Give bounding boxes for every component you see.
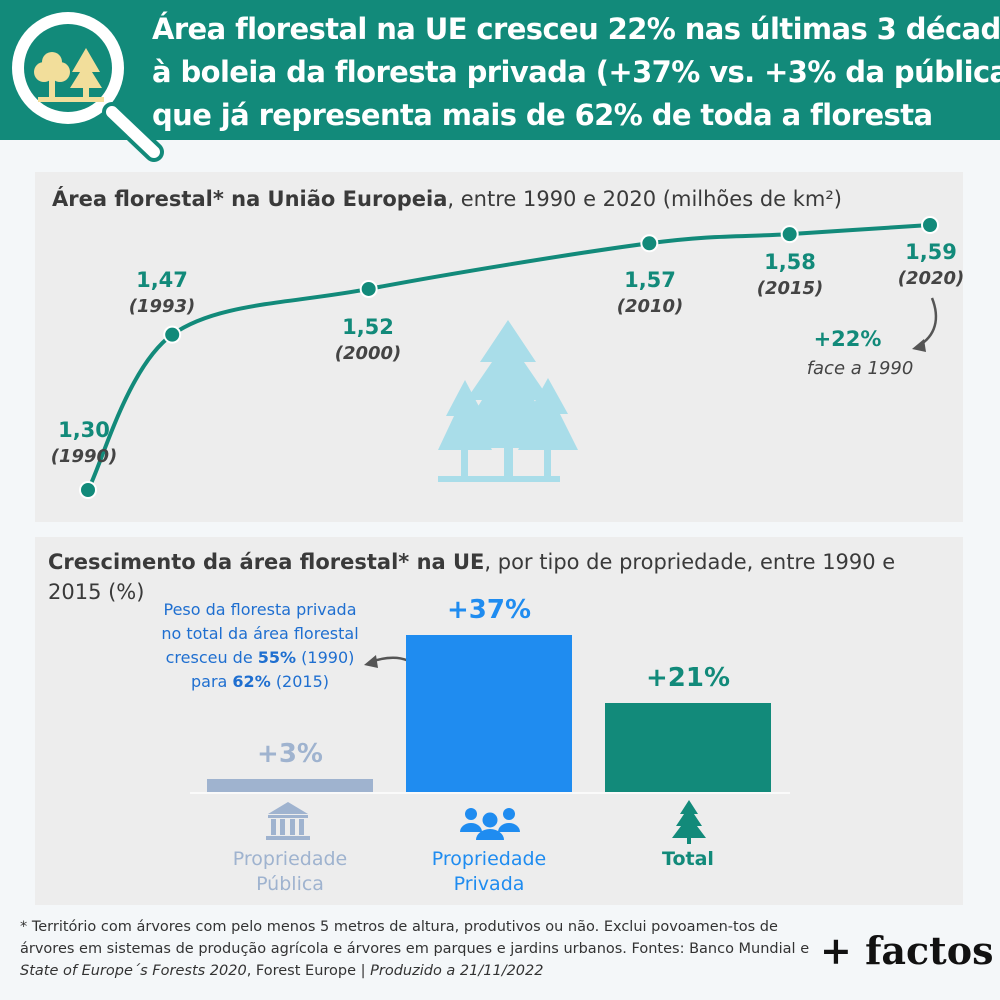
bar-chart-title-rest: , por tipo de propriedade, entre 1990 e … [48, 550, 896, 604]
line-year-label-1990: (1990) [50, 446, 118, 467]
footer-produced: Produzido a 21/11/2022 [370, 963, 544, 979]
line-chart-title: Área florestal* na União Europeia, entre… [52, 184, 932, 214]
bar-value-label-3: +21% [645, 662, 731, 693]
line-point-2020 [921, 216, 939, 234]
line-point-2000 [359, 279, 378, 298]
note-value-1: 55% [257, 648, 297, 667]
line-chart-title-rest: , entre 1990 e 2020 (milhões de km²) [447, 187, 842, 211]
category-label-line2: Pública [256, 873, 324, 895]
line-year-label-2015: (2015) [756, 278, 824, 299]
category-label-line1: Total [662, 848, 714, 870]
category-label-line1: Propriedade [232, 848, 348, 870]
headline-line-3: que já representa mais de 62% de toda a … [152, 98, 933, 132]
bar-value-label-1: +3% [257, 739, 323, 770]
line-point-2010 [640, 234, 659, 253]
people-icon [460, 808, 520, 840]
note-text-2: (1990) para [190, 648, 355, 691]
private-share-note: Peso da floresta privada no total da áre… [160, 598, 360, 694]
note-text-1: Peso da floresta privada no total da áre… [161, 600, 359, 667]
headline: Área florestal na UE cresceu 22% nas últ… [152, 8, 1000, 137]
line-value-label-2020: 1,59 [905, 240, 957, 264]
category-label-line1: Propriedade [431, 848, 547, 870]
line-point-2015 [780, 225, 799, 244]
note-arrowhead [364, 655, 378, 668]
bar-3 [605, 702, 771, 792]
building-icon [266, 802, 310, 840]
line-point-1990 [79, 481, 97, 499]
trees-illustration [438, 320, 578, 482]
footer-text-2: , Forest Europe | [246, 963, 366, 979]
category-label-line2: Privada [453, 873, 525, 895]
note-value-2: 62% [232, 672, 271, 691]
footer-source-italic: State of Europe´s Forests 2020 [20, 963, 247, 979]
bar-2 [406, 635, 572, 792]
line-value-label-2015: 1,58 [764, 250, 816, 274]
bar-value-label-2: +37% [446, 595, 532, 625]
footer-text-1: * Território com árvores com pelo menos … [20, 919, 810, 957]
bar-1 [207, 779, 373, 792]
line-year-label-2010: (2010) [616, 296, 684, 317]
category-label-2: Propriedade Privada [399, 847, 579, 897]
line-value-label-2000: 1,52 [342, 315, 394, 339]
footer-note: * Território com árvores com pelo menos … [20, 916, 820, 982]
growth-annotation-text: face a 1990 [806, 358, 914, 379]
pine-tree-icon [672, 800, 706, 844]
bar-chart-title: Crescimento da área florestal* na UE, po… [48, 547, 948, 607]
line-year-label-2020: (2020) [897, 268, 965, 289]
line-point-1993 [163, 325, 182, 344]
brand-logo: + factos [820, 928, 994, 973]
header-banner [0, 0, 1000, 140]
category-label-1: Propriedade Pública [200, 847, 380, 897]
headline-line-2: à boleia da floresta privada (+37% vs. +… [152, 55, 1000, 89]
line-year-label-2000: (2000) [334, 343, 402, 364]
bar-chart-title-bold: Crescimento da área florestal* na UE [48, 550, 485, 574]
category-label-3: Total [598, 847, 778, 872]
note-text-3: (2015) [275, 672, 330, 691]
line-value-label-1990: 1,30 [58, 418, 110, 442]
magnifier-trees-icon [0, 0, 180, 180]
annotation-arrowhead [912, 339, 926, 352]
line-value-label-2010: 1,57 [624, 268, 676, 292]
line-chart-title-bold: Área florestal* na União Europeia [52, 187, 448, 211]
line-value-label-1993: 1,47 [136, 268, 188, 292]
headline-line-1: Área florestal na UE cresceu 22% nas últ… [152, 12, 1000, 46]
growth-annotation-value: +22% [813, 327, 882, 351]
line-year-label-1993: (1993) [128, 296, 196, 317]
